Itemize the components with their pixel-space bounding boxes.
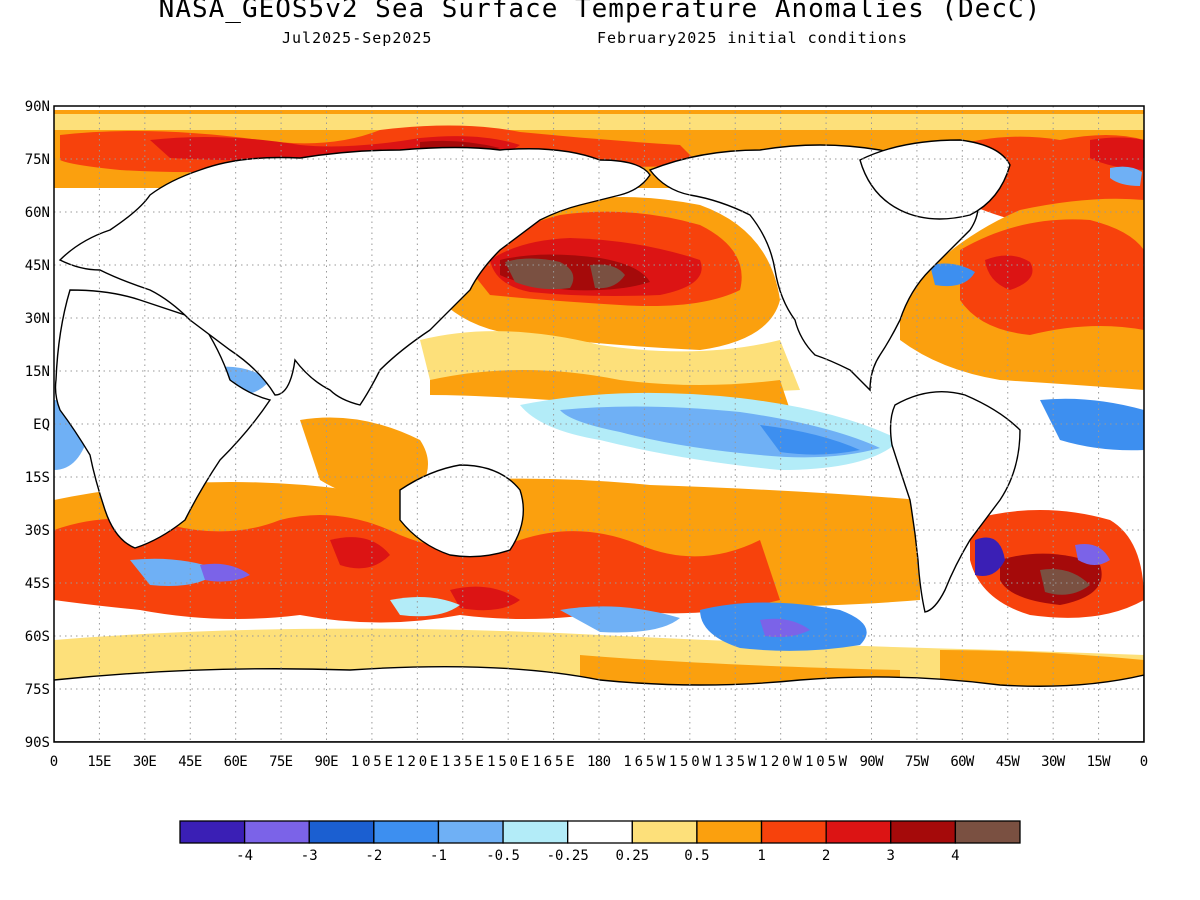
latitude-axis: 90N 75N 60N 45N 30N 15N EQ 15S 30S 45S 60S 75S 90S: [25, 99, 50, 751]
colorbar-label: -0.25: [547, 848, 589, 864]
latitude-tick-label: 15N: [25, 364, 50, 380]
south-america-landmass: [889, 390, 1021, 613]
colorbar-swatch: [954, 820, 1021, 844]
latitude-tick-label: EQ: [33, 417, 50, 433]
map-title: NASA_GEOS5v2 Sea Surface Temperature Ano…: [158, 0, 1042, 24]
longitude-tick-label: 75E: [269, 754, 293, 770]
greenland-landmass: [859, 139, 1011, 220]
colorbar-label: -2: [365, 848, 382, 864]
longitude-tick-label: 120W: [760, 754, 803, 770]
north-pacific-warm-anomaly: [420, 197, 800, 410]
init-subtitle: February2025 initial conditions: [597, 29, 908, 47]
longitude-tick-label: 15E: [87, 754, 111, 770]
colorbar-swatch: [890, 820, 957, 844]
australia-landmass: [399, 464, 525, 558]
longitude-tick-label: 15W: [1087, 754, 1112, 770]
longitude-tick-label: 60E: [224, 754, 248, 770]
longitude-tick-label: 75W: [905, 754, 930, 770]
graticule: [54, 106, 1144, 742]
colorbar-label: -4: [236, 848, 253, 864]
longitude-tick-label: 0: [1140, 754, 1148, 770]
longitude-tick-label: 150E: [487, 754, 529, 770]
longitude-tick-label: 30W: [1041, 754, 1066, 770]
longitude-tick-label: 30E: [133, 754, 157, 770]
colorbar: -4 -3 -2 -1 -0.5 -0.25 0.25 0.5 1 2 3 4: [179, 820, 1021, 864]
eurasia-landmass: [58, 146, 651, 406]
latitude-tick-label: 75S: [25, 682, 50, 698]
longitude-tick-label: 135E: [442, 754, 484, 770]
longitude-tick-label: 105W: [805, 754, 848, 770]
latitude-tick-label: 30S: [25, 523, 50, 539]
latitude-tick-label: 15S: [25, 470, 50, 486]
plot-frame: [53, 105, 1145, 743]
longitude-tick-label: 105E: [351, 754, 393, 770]
colorbar-label: 3: [887, 848, 895, 864]
north-atlantic-warm-anomaly: [900, 198, 1144, 451]
colorbar-swatch: [567, 820, 633, 844]
colorbar-swatch: [179, 820, 246, 844]
longitude-tick-label: 0: [50, 754, 58, 770]
longitude-tick-label: 90W: [860, 754, 885, 770]
colorbar-label: -0.5: [486, 848, 520, 864]
colorbar-swatch: [696, 820, 763, 844]
colorbar-swatch: [760, 820, 827, 844]
longitude-tick-label: 45W: [996, 754, 1021, 770]
latitude-tick-label: 60S: [25, 629, 50, 645]
equatorial-pacific-cool-anomaly: [520, 392, 900, 470]
colorbar-label: 4: [951, 848, 959, 864]
indian-ocean-anomaly: [54, 366, 428, 501]
colorbar-swatch: [243, 820, 310, 844]
latitude-tick-label: 90S: [25, 735, 50, 751]
latitude-tick-label: 90N: [25, 99, 50, 115]
colorbar-label: 2: [822, 848, 830, 864]
latitude-tick-label: 75N: [25, 152, 50, 168]
southern-ocean-cool-anomaly: [390, 596, 867, 651]
longitude-tick-label: 165W: [623, 754, 666, 770]
colorbar-swatch: [502, 820, 569, 844]
latitude-tick-label: 60N: [25, 205, 50, 221]
period-subtitle: Jul2025-Sep2025: [282, 29, 433, 47]
longitude-tick-label: 165E: [533, 754, 575, 770]
colorbar-label: -1: [430, 848, 447, 864]
latitude-tick-label: 45N: [25, 258, 50, 274]
colorbar-label: 1: [757, 848, 765, 864]
longitude-tick-label: 180: [587, 754, 611, 770]
colorbar-label: 0.5: [684, 848, 709, 864]
colorbar-swatch: [437, 820, 504, 844]
colorbar-swatch: [373, 820, 440, 844]
colorbar-swatch: [308, 820, 375, 844]
longitude-tick-label: 120E: [396, 754, 438, 770]
longitude-tick-label: 60W: [950, 754, 975, 770]
longitude-tick-label: 150W: [669, 754, 712, 770]
colorbar-swatch: [825, 820, 892, 844]
longitude-tick-label: 135W: [714, 754, 757, 770]
latitude-tick-label: 30N: [25, 311, 50, 327]
longitude-tick-label: 90E: [315, 754, 339, 770]
colorbar-swatch: [631, 820, 698, 844]
longitude-tick-label: 45E: [178, 754, 202, 770]
colorbar-label: -3: [301, 848, 318, 864]
colorbar-label: 0.25: [615, 848, 649, 864]
longitude-axis: 0 15E 30E 45E 60E 75E 90E 105E 120E 135E 150E 165E 1…: [50, 754, 1148, 770]
latitude-tick-label: 45S: [25, 576, 50, 592]
south-atlantic-warm-anomaly: [970, 510, 1144, 618]
